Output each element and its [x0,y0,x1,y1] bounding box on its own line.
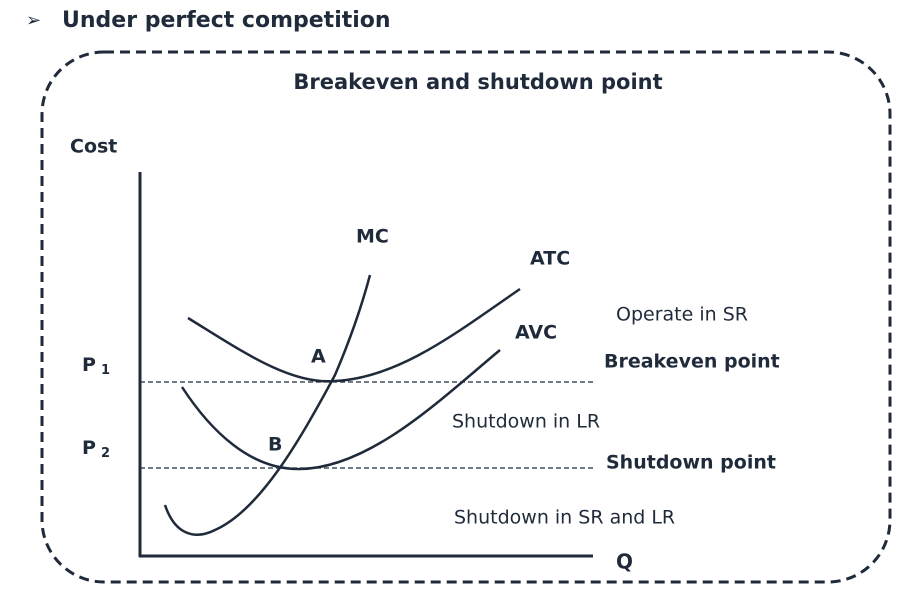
region-label: Shutdown in LR [452,411,600,433]
point-label: B [268,434,282,456]
level-label: Breakeven point [604,351,780,373]
header-title: Under perfect competition [62,8,391,33]
price-letter: P [82,354,96,376]
level-label: Shutdown point [606,452,776,474]
atc-curve [187,287,521,383]
price-subscript: 2 [101,446,110,461]
curve-label: ATC [530,248,570,270]
axes [138,172,596,558]
x-axis-label: Q [616,550,633,574]
curve-label: MC [356,226,389,248]
mc-curve [163,274,372,536]
diagram-title: Breakeven and shutdown point [293,70,662,94]
point-label: A [311,346,326,368]
frame [40,50,892,584]
price-letter: P [82,437,96,459]
y-axis-label: Cost [70,136,117,158]
region-label: Shutdown in SR and LR [454,507,675,529]
price-subscript: 1 [101,363,110,378]
region-label: Operate in SR [616,304,748,326]
bullet: ➢ [26,10,41,31]
curve-label: AVC [515,322,557,344]
avc-curve [180,349,501,471]
